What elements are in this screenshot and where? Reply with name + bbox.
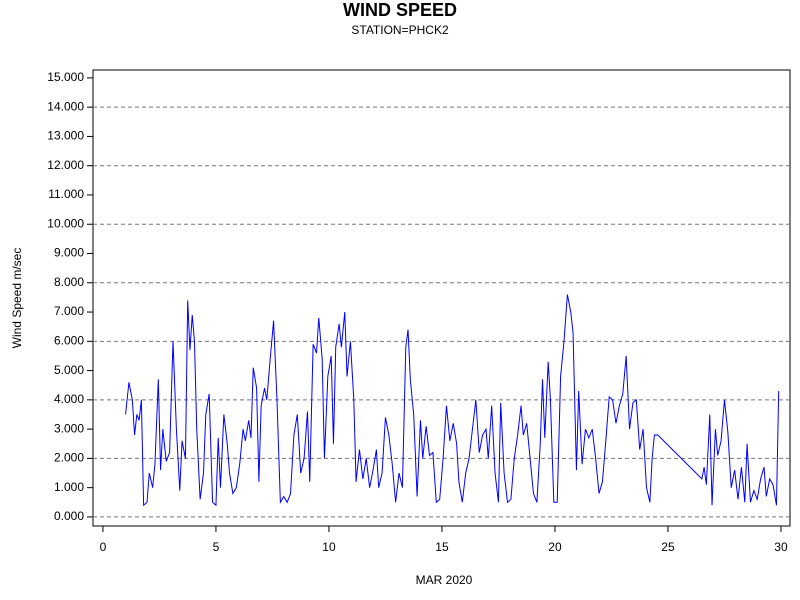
y-tick-label: 15.000	[47, 70, 84, 84]
plot-frame	[92, 69, 791, 527]
y-tick-label: 3.000	[54, 421, 84, 435]
x-tick-label: 5	[213, 540, 220, 554]
y-tick-label: 8.000	[54, 275, 84, 289]
y-tick-label: 2.000	[54, 451, 84, 465]
x-tick-label: 25	[661, 540, 675, 554]
y-tick-label: 4.000	[54, 392, 84, 406]
x-tick-label: 30	[774, 540, 788, 554]
x-tick-label: 10	[322, 540, 336, 554]
y-tick-label: 5.000	[54, 363, 84, 377]
wind-speed-line	[125, 294, 780, 507]
y-tick-label: 12.000	[47, 158, 84, 172]
x-axis-label: MAR 2020	[416, 573, 473, 587]
y-tick-label: 11.000	[48, 187, 84, 201]
x-tick-label: 20	[548, 540, 562, 554]
y-tick-label: 1.000	[54, 480, 84, 494]
y-tick-label: 14.000	[47, 99, 84, 113]
y-tick-label: 13.000	[47, 129, 84, 143]
chart-title: WIND SPEED	[343, 0, 457, 20]
y-tick-label: 9.000	[54, 246, 84, 260]
chart-subtitle: STATION=PHCK2	[351, 23, 449, 37]
y-tick-label: 10.000	[47, 216, 84, 230]
y-tick-label: 7.000	[54, 304, 84, 318]
y-tick-label: 0.000	[54, 509, 84, 523]
x-tick-label: 15	[435, 540, 449, 554]
x-tick-label: 0	[100, 540, 107, 554]
y-tick-label: 6.000	[54, 333, 84, 347]
y-axis-label: Wind Speed m/sec	[10, 248, 24, 349]
